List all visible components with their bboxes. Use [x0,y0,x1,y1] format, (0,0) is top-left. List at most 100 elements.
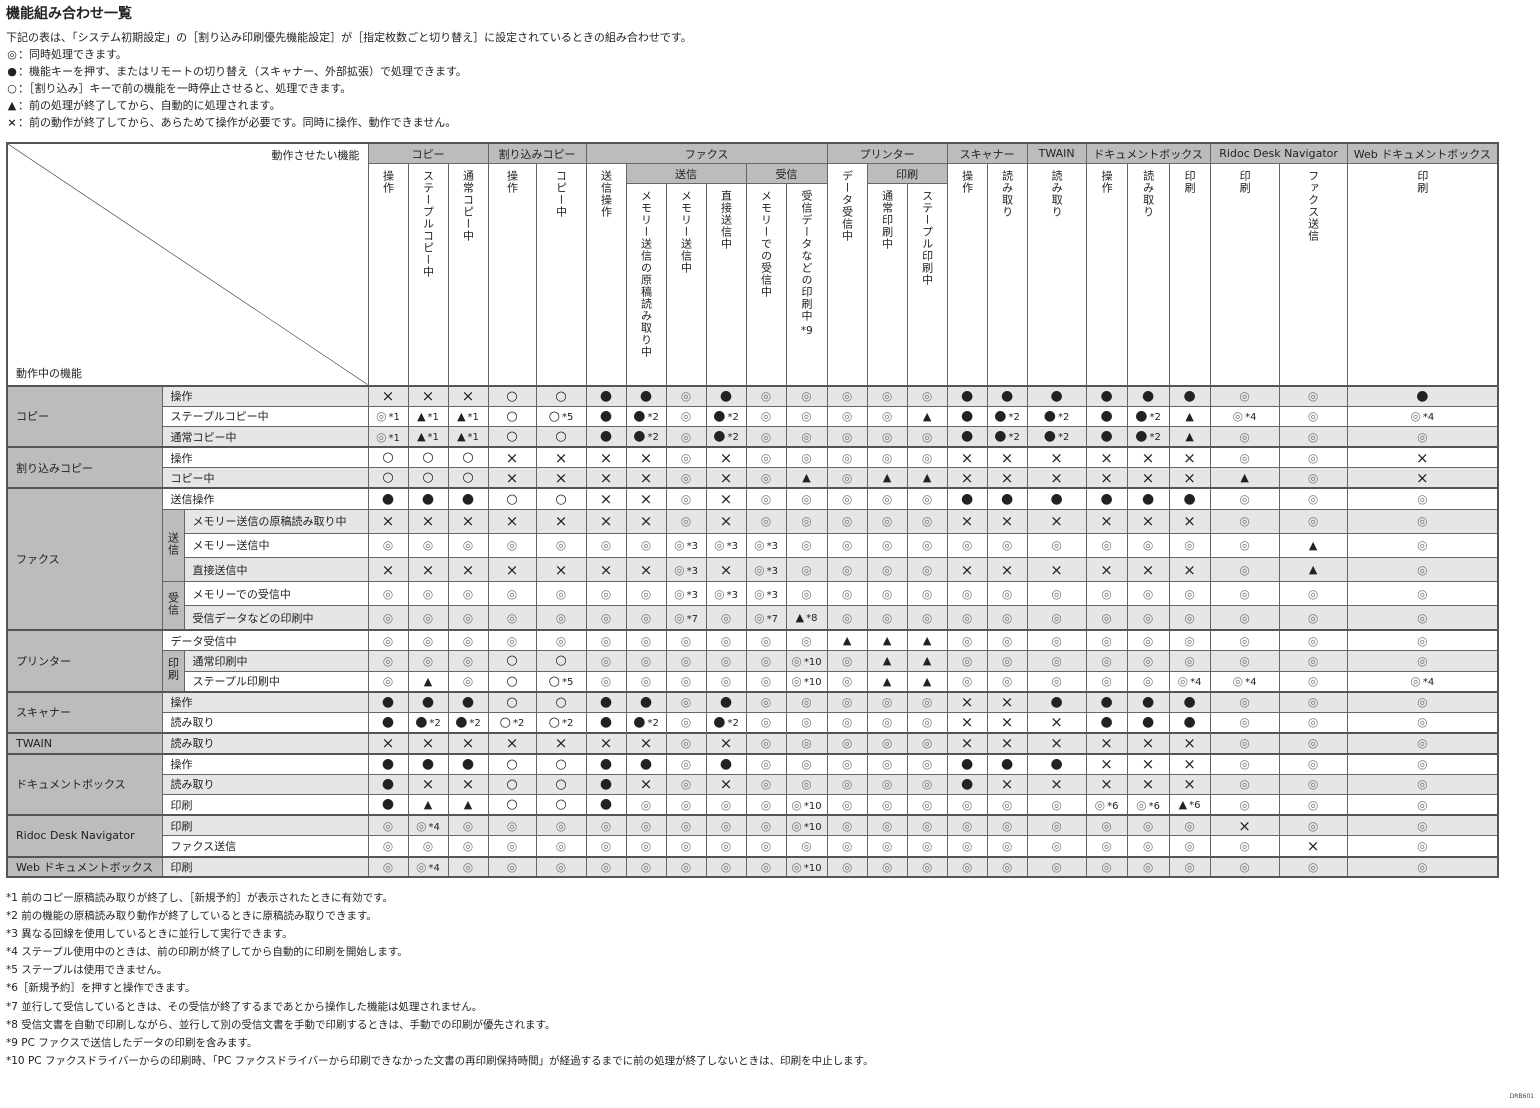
cross-icon: × [1183,512,1196,531]
double-circle-icon: ◎ [1239,389,1250,404]
double-circle-icon: ◎ [1307,797,1319,812]
table-cell: ◎ *3 [665,581,707,607]
table-cell: ◎ [906,605,948,631]
table-cell: ◎ [1278,629,1348,652]
table-cell: ◎ [866,690,908,713]
double-circle-icon: ◎ [1239,797,1250,812]
table-cell: ◎ [1278,487,1348,510]
table-cell: ◎ *4 [1209,405,1280,428]
double-circle-icon: ◎ [1307,450,1319,465]
double-circle-icon: ◎ [462,653,474,668]
double-circle-icon: ◎ [1142,633,1154,648]
row-group-label: 割り込みコピー [6,446,163,489]
table-cell: × [946,690,988,713]
table-cell: ● [585,426,627,448]
table-cell: ○ [487,487,537,510]
double-circle-icon: ◎ [1177,674,1189,689]
double-circle-icon: ◎ [1307,492,1319,507]
cross-icon: × [381,512,395,531]
table-cell: × [1278,835,1348,858]
row-label: 印刷 [161,794,369,816]
ring-icon: ○ [382,470,394,486]
double-circle-icon: ◎ [1239,586,1250,601]
double-circle-icon: ◎ [1417,859,1428,874]
footnote-ref: *10 [803,800,822,812]
table-cell: ◎ [535,629,587,652]
table-cell: ◎ [447,581,489,607]
table-cell: ◎ [785,690,828,713]
table-cell: ◎ [1026,605,1087,631]
table-cell: ○ *2 [535,711,587,734]
double-circle-icon: ◎ [760,653,772,668]
cross-icon: × [1238,816,1251,835]
column-header: ステープルコピー中 [407,163,449,386]
table-cell: ◎ *10 [785,814,828,837]
table-cell: ◎ [487,855,537,878]
table-cell: × [705,446,747,469]
column-header: メモリーでの受信中 [745,183,787,386]
cross-icon: × [421,775,435,794]
table-row: ステープル印刷中 ◎ ▲ ◎ ○ ○ *5 ◎ ◎ ◎ ◎ ◎ ◎ *10 ◎ ▲ ▲ ◎ ◎ ◎ ◎ ◎ ◎ *4 ◎ *4 ◎ ◎… [7,670,1499,693]
row-subgroup-label: 印刷 [161,650,185,693]
table-cell: ◎ [866,384,908,407]
table-cell: ◎ [705,835,747,858]
double-circle-icon: ◎ [921,492,933,507]
table-cell: ◎ [665,814,707,837]
double-circle-icon: ◎ [1239,633,1250,648]
table-cell: ○ [535,487,587,510]
double-circle-icon: ◎ [416,859,427,874]
cross-icon: × [1050,448,1063,467]
table-cell: ◎ [745,670,787,693]
double-circle-icon: ◎ [674,586,685,601]
double-circle-icon: ◎ [680,777,692,792]
table-cell: ◎ [447,835,489,858]
column-header: 読み取り [1126,163,1170,386]
double-circle-icon: ◎ [382,538,394,553]
col-subgroup-receive: 受信 [745,163,828,184]
filled-circle-icon: ● [421,755,435,772]
double-circle-icon: ◎ [921,562,933,577]
table-cell: ◎ *10 [785,855,828,878]
table-cell: ◎ [906,773,948,796]
double-circle-icon: ◎ [841,757,853,772]
cross-icon: × [960,734,974,753]
double-circle-icon: ◎ [600,674,612,689]
column-header-label: ステープルコピー中 [421,170,435,278]
footnote-ref: *4 [1245,412,1257,424]
cross-icon: × [381,387,395,406]
table-cell: ● *2 [705,426,747,448]
double-circle-icon: ◎ [841,715,853,730]
table-cell: ◎ [1168,650,1211,672]
filled-circle-icon: ● [1183,693,1196,710]
triangle-icon: ▲ [922,654,932,668]
double-circle-icon: ◎ [881,757,893,772]
footnote-ref: *7 [766,613,778,625]
double-circle-icon: ◎ [760,470,772,485]
double-circle-icon: ◎ [1410,674,1421,689]
table-cell: ◎ [1346,556,1499,583]
table-cell: ● [1346,384,1499,407]
table-cell: ● *2 [1126,405,1170,428]
double-circle-icon: ◎ [1417,538,1428,553]
double-circle-icon: ◎ [1101,674,1112,689]
double-circle-icon: ◎ [841,653,853,668]
row-label: メモリー送信の原稿読み取り中 [183,508,369,534]
footnote-ref: *8 [806,613,818,625]
cross-icon: × [461,560,475,579]
table-cell: × [1168,731,1211,755]
double-circle-icon: ◎ [881,586,893,601]
table-cell: ◎ *10 [785,670,828,693]
double-circle-icon: ◎ [382,859,394,874]
double-circle-icon: ◎ [961,538,973,553]
table-cell: ● [407,690,449,713]
table-cell: × [367,508,409,534]
filled-circle-icon: ● [994,407,1007,424]
table-cell: ◎ [1346,629,1499,652]
double-circle-icon: ◎ [680,450,692,465]
footnote-ref: *6 [1107,800,1119,812]
table-cell: ● [585,794,627,816]
table-cell: ● [1026,752,1087,775]
ring-icon: ○ [422,470,434,486]
double-circle-icon: ◎ [1307,777,1319,792]
table-cell: × [447,731,489,755]
